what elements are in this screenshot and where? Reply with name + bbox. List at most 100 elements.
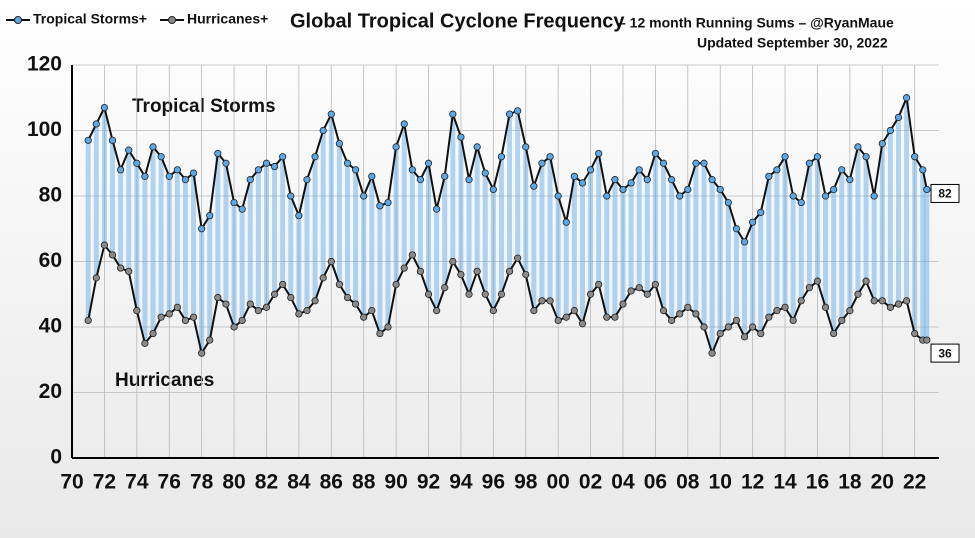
point [400, 120, 408, 128]
point [894, 300, 903, 308]
point [854, 143, 862, 151]
point [797, 297, 805, 305]
point [497, 290, 506, 298]
point [84, 136, 92, 144]
point [773, 307, 781, 315]
point [108, 136, 117, 144]
point [335, 280, 343, 289]
point [295, 212, 303, 220]
point [238, 316, 246, 325]
point [222, 159, 230, 167]
point [603, 313, 611, 321]
point [595, 280, 603, 289]
y-tick-label: 80 [39, 184, 62, 207]
point [643, 176, 651, 184]
legend-label: Hurricanes+ [187, 11, 268, 27]
y-tick-label: 60 [39, 249, 62, 272]
point [659, 307, 668, 315]
point [279, 280, 287, 289]
x-tick-label: 18 [838, 471, 862, 494]
point [765, 172, 773, 180]
point [627, 287, 635, 295]
point [392, 280, 400, 289]
x-tick-label: 98 [514, 471, 538, 494]
point [384, 323, 392, 331]
point [781, 303, 789, 311]
point [530, 307, 538, 315]
point [813, 153, 822, 161]
point [481, 290, 489, 298]
y-tick-label: 20 [39, 380, 62, 403]
point [157, 153, 165, 161]
point [84, 316, 92, 325]
point [424, 159, 433, 167]
point [797, 198, 805, 207]
point [270, 290, 279, 298]
point [424, 290, 433, 298]
point [189, 313, 198, 321]
point [433, 205, 441, 213]
point [805, 159, 813, 167]
x-tick-label: 86 [320, 471, 343, 494]
point [749, 218, 757, 226]
point [611, 176, 619, 184]
point [554, 316, 562, 325]
x-tick-label: 84 [287, 471, 311, 494]
point [700, 159, 708, 167]
point [514, 254, 522, 262]
x-tick-label: 08 [676, 471, 700, 494]
point [578, 179, 587, 187]
point [368, 172, 376, 180]
point [740, 333, 749, 341]
end-label-box [930, 343, 960, 363]
point [635, 284, 643, 292]
point [578, 320, 587, 328]
point [700, 323, 708, 331]
annotation: Hurricanes [115, 370, 214, 391]
point [157, 313, 165, 321]
point [181, 176, 190, 184]
point [870, 297, 878, 305]
point [449, 257, 457, 266]
point [400, 264, 408, 272]
point [708, 349, 716, 357]
point [473, 267, 481, 275]
x-tick-label: 74 [125, 471, 149, 494]
point [562, 313, 570, 321]
legend-label: Tropical Storms+ [33, 11, 147, 27]
point [651, 280, 660, 289]
point [133, 307, 141, 315]
x-tick-label: 82 [255, 471, 278, 494]
point [125, 146, 133, 154]
point [149, 143, 157, 151]
point [643, 290, 651, 298]
point [254, 166, 262, 174]
y-tick-label: 100 [27, 118, 62, 141]
point [789, 316, 797, 325]
point [238, 205, 246, 213]
point [311, 297, 319, 305]
point [287, 293, 295, 302]
point [441, 284, 449, 292]
point [433, 307, 441, 315]
point [351, 300, 360, 308]
point [911, 329, 919, 338]
point [724, 198, 732, 207]
point [530, 182, 538, 190]
point [343, 293, 352, 302]
point [117, 166, 125, 174]
point [457, 270, 465, 279]
point [319, 274, 327, 282]
point [449, 110, 457, 118]
point [659, 159, 668, 167]
point [165, 310, 173, 318]
point [198, 225, 206, 233]
annotation: Tropical Storms [132, 96, 276, 117]
point [765, 313, 773, 321]
point [214, 149, 222, 158]
point [586, 166, 595, 174]
x-tick-label: 72 [93, 471, 116, 494]
point [287, 192, 295, 200]
point [902, 94, 911, 102]
